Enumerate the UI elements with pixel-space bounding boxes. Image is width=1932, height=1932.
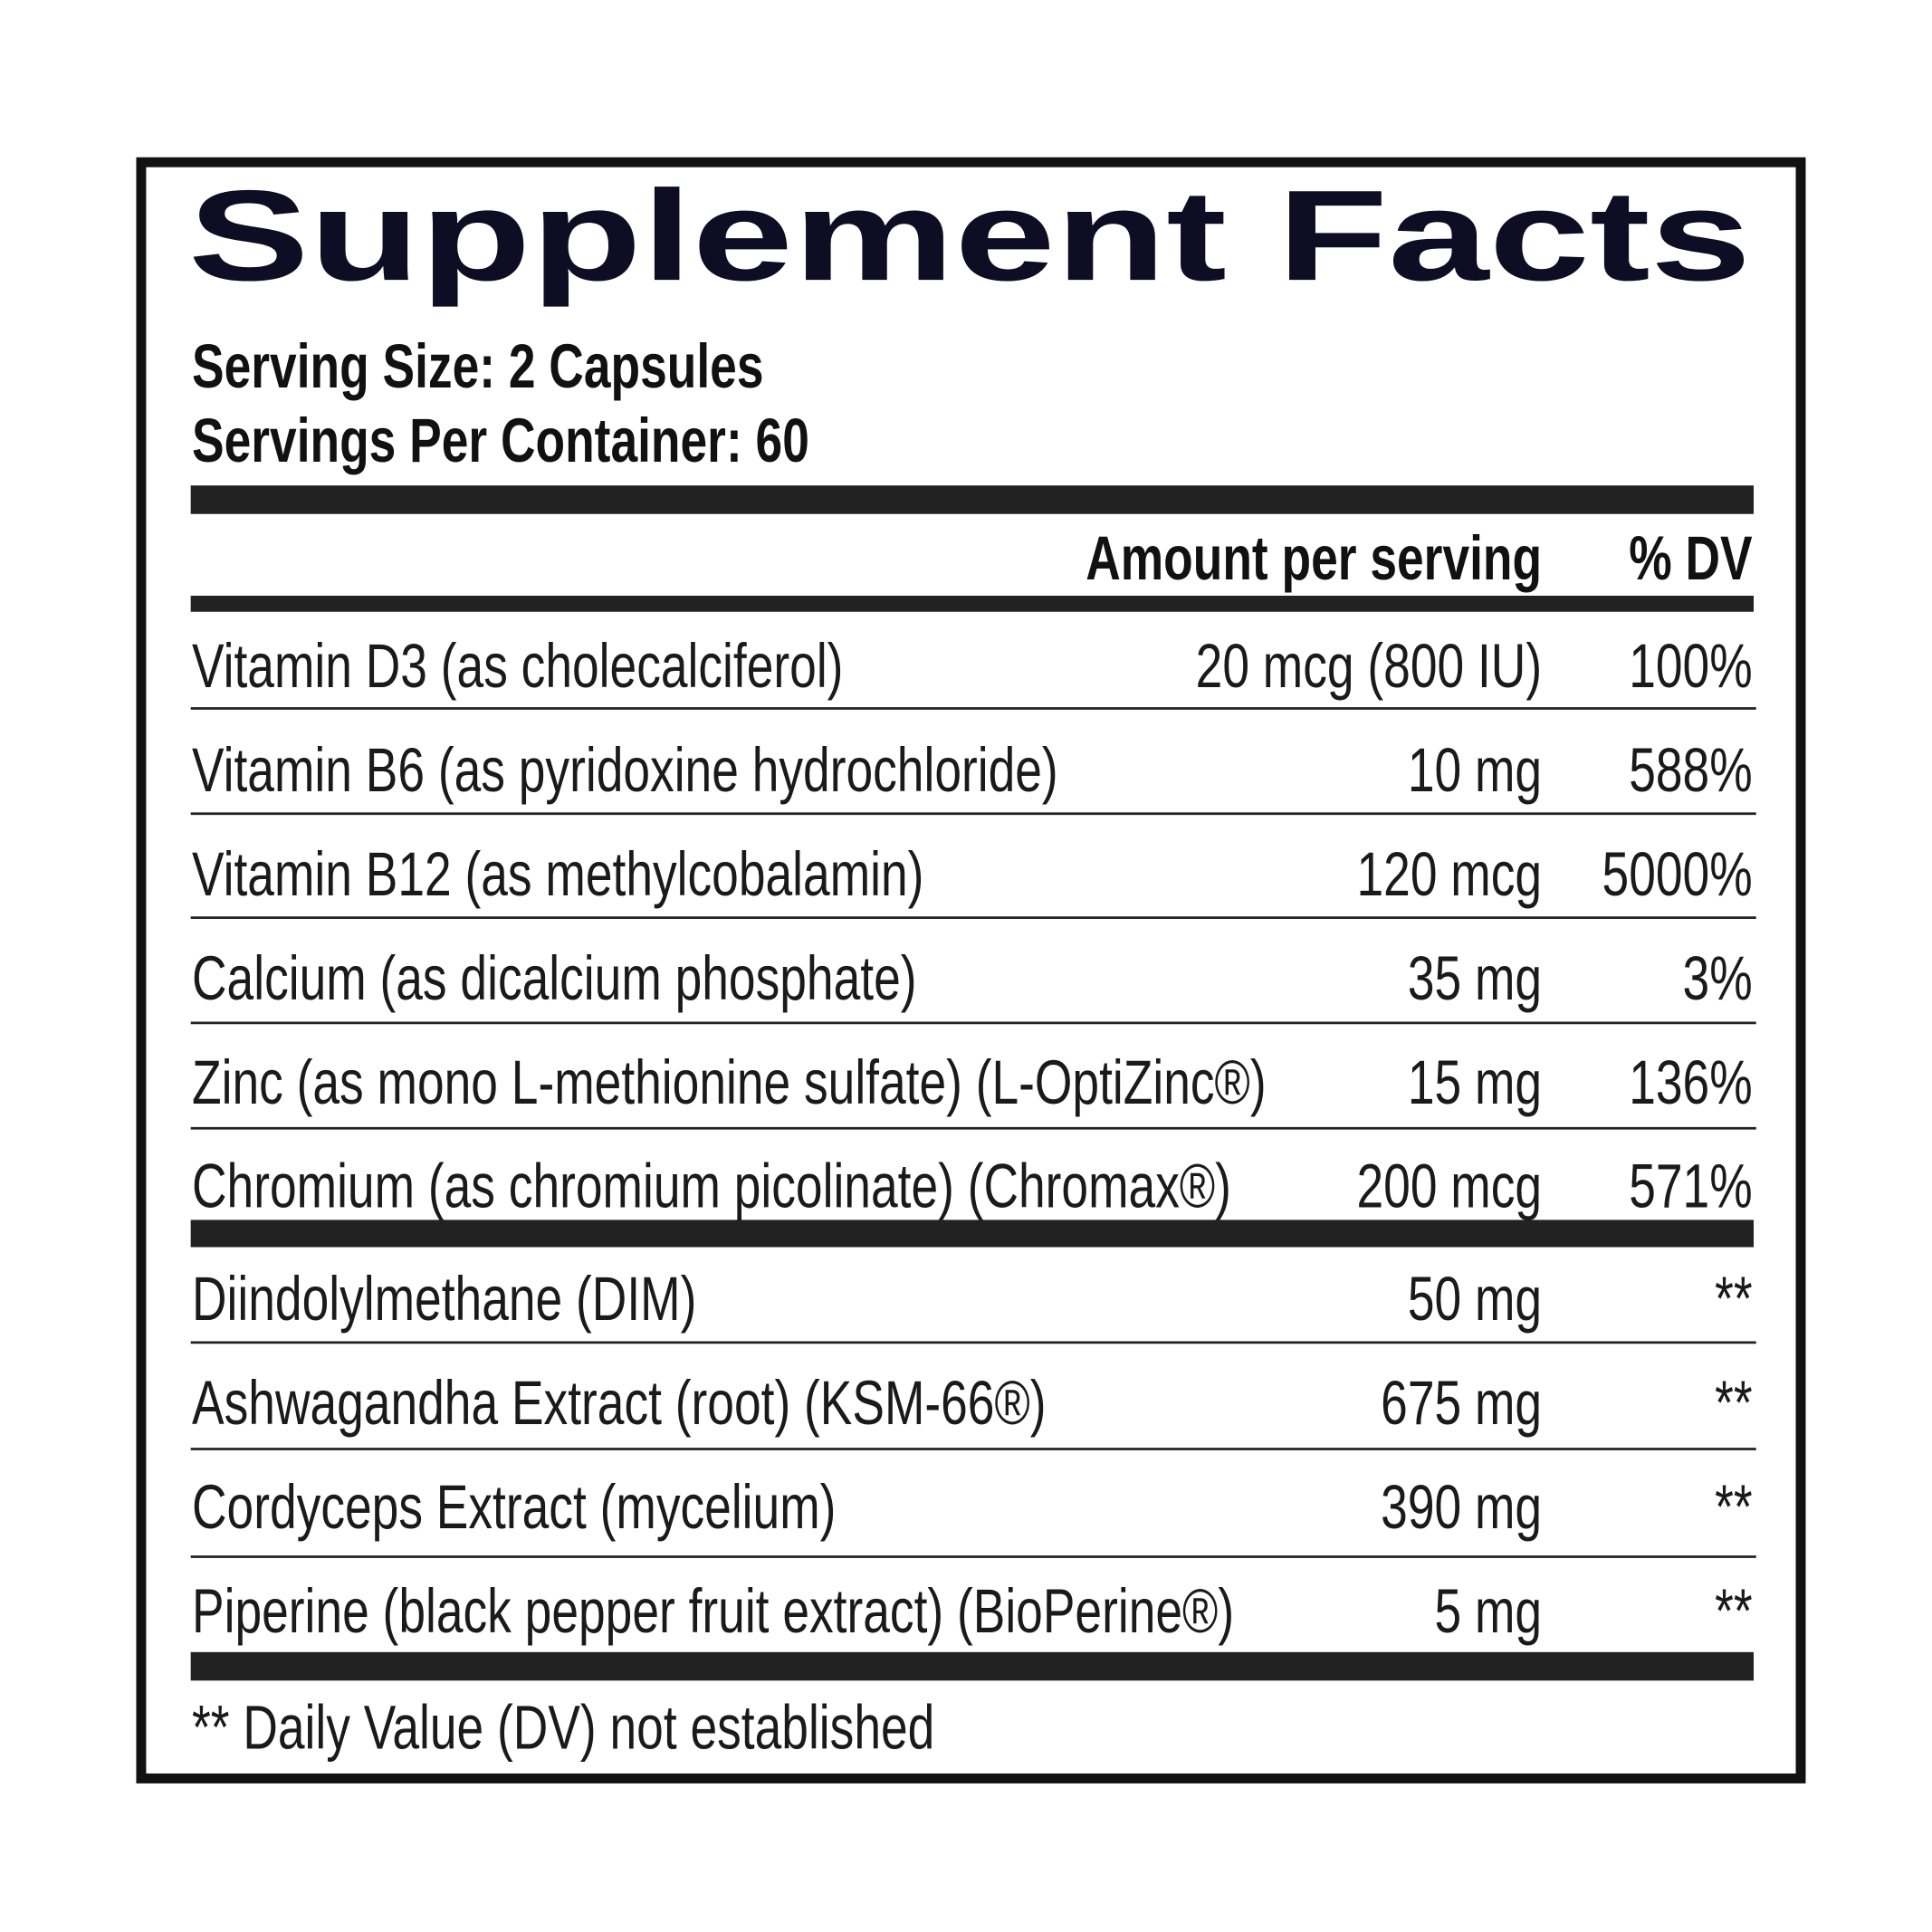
nutrient-name: Vitamin D3 (as cholecalciferol) bbox=[192, 631, 843, 701]
amount: 20 mcg (800 IU) bbox=[1196, 631, 1542, 701]
nutrient-name: Zinc (as mono L-methionine sulfate) (L-O… bbox=[192, 1047, 1267, 1116]
amount: 200 mcg bbox=[1356, 1151, 1542, 1220]
nutrient-name: Chromium (as chromium picolinate) (Chrom… bbox=[192, 1151, 1231, 1220]
servings-per-container: Servings Per Container: 60 bbox=[192, 406, 809, 475]
amount: 35 mg bbox=[1408, 942, 1542, 1012]
amount: 120 mcg bbox=[1356, 839, 1542, 909]
title: Supplement Facts bbox=[188, 164, 1751, 308]
daily-value: 3% bbox=[1683, 942, 1753, 1012]
daily-value: ** bbox=[1715, 1576, 1753, 1646]
footnote: ** Daily Value (DV) not established bbox=[192, 1692, 934, 1762]
daily-value: ** bbox=[1715, 1368, 1753, 1438]
thick-rule bbox=[190, 1651, 1755, 1681]
nutrient-name: Vitamin B6 (as pyridoxine hydrochloride) bbox=[192, 735, 1058, 805]
amount: 10 mg bbox=[1408, 735, 1542, 805]
daily-value: ** bbox=[1715, 1472, 1753, 1542]
daily-value: 588% bbox=[1629, 735, 1752, 805]
nutrient-name: Vitamin B12 (as methylcobalamin) bbox=[192, 839, 923, 909]
nutrient-name: Calcium (as dicalcium phosphate) bbox=[192, 942, 916, 1012]
daily-value: ** bbox=[1715, 1264, 1753, 1334]
panel-border bbox=[136, 157, 1806, 1784]
nutrient-name: Diindolylmethane (DIM) bbox=[192, 1264, 696, 1334]
daily-value: 100% bbox=[1629, 631, 1752, 701]
amount: 390 mg bbox=[1381, 1472, 1542, 1542]
daily-value: 5000% bbox=[1602, 839, 1753, 909]
daily-value: 571% bbox=[1629, 1151, 1752, 1220]
thick-rule bbox=[190, 485, 1755, 514]
amount: 5 mg bbox=[1435, 1576, 1543, 1646]
nutrient-name: Cordyceps Extract (mycelium) bbox=[192, 1472, 836, 1542]
nutrient-name: Piperine (black pepper fruit extract) (B… bbox=[192, 1576, 1234, 1646]
serving-size: Serving Size: 2 Capsules bbox=[192, 331, 763, 401]
thick-rule bbox=[190, 1219, 1755, 1248]
medium-rule bbox=[190, 595, 1755, 612]
amount: 50 mg bbox=[1408, 1264, 1542, 1334]
column-header: % DV bbox=[1629, 523, 1752, 593]
nutrient-name: Ashwagandha Extract (root) (KSM-66®) bbox=[192, 1368, 1047, 1438]
daily-value: 136% bbox=[1629, 1047, 1752, 1116]
column-header: Amount per serving bbox=[1086, 523, 1542, 593]
amount: 675 mg bbox=[1381, 1368, 1542, 1438]
amount: 15 mg bbox=[1408, 1047, 1542, 1116]
